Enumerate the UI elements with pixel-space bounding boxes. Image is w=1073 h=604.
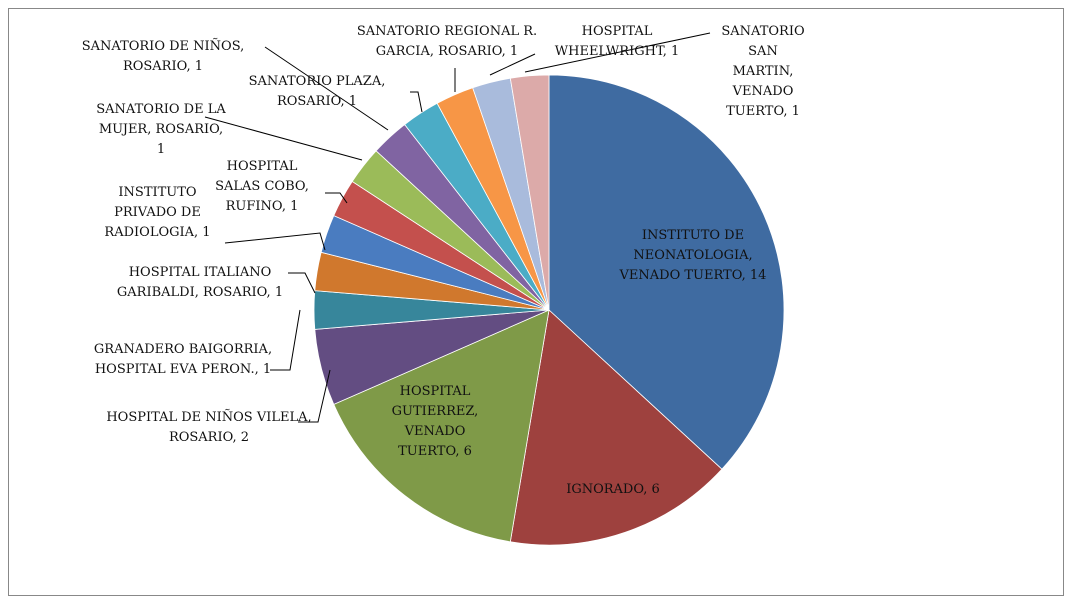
category-name: HOSPITAL ITALIANO GARIBALDI, ROSARIO <box>116 265 272 300</box>
data-label: HOSPITAL WHEELWRIGHT, 1 <box>547 22 687 62</box>
data-label: HOSPITAL GUTIERREZ, VENADO TUERTO, 6 <box>375 382 495 462</box>
value-label: 1 <box>156 142 166 157</box>
data-label: SANATORIO DE NIÑOS, ROSARIO, 1 <box>63 37 263 77</box>
data-label: SANATORIO REGIONAL R. GARCIA, ROSARIO, 1 <box>347 22 547 62</box>
data-label: HOSPITAL SALAS COBO, RUFINO, 1 <box>207 157 317 217</box>
label-separator: , <box>254 362 263 377</box>
data-label: GRANADERO BAIGORRIA, HOSPITAL EVA PERON.… <box>83 340 283 380</box>
label-separator: , <box>194 225 203 240</box>
label-separator: , <box>281 199 291 214</box>
category-name: HOSPITAL WHEELWRIGHT <box>554 24 663 59</box>
value-label: 1 <box>194 59 204 74</box>
value-label: 1 <box>791 104 800 119</box>
leader-line <box>204 116 363 161</box>
leader-line <box>524 32 711 73</box>
data-label: HOSPITAL ITALIANO GARIBALDI, ROSARIO, 1 <box>100 263 300 303</box>
label-separator: , <box>783 104 792 119</box>
leader-line <box>288 272 316 294</box>
pie-slice <box>333 309 550 543</box>
label-separator: , <box>501 44 510 59</box>
category-name: INSTITUTO DE NEONATOLOGIA, VENADO TUERTO <box>619 228 753 283</box>
category-name: INSTITUTO PRIVADO DE RADIOLOGIA <box>104 185 201 240</box>
label-separator: , <box>340 94 349 109</box>
data-label: SANATORIO PLAZA, ROSARIO, 1 <box>227 72 407 112</box>
value-label: 1 <box>202 225 211 240</box>
pie-slice <box>509 74 550 311</box>
category-name: SANATORIO SAN MARTIN, VENADO TUERTO <box>721 24 805 119</box>
category-name: SANATORIO REGIONAL R. GARCIA, ROSARIO <box>356 24 538 59</box>
label-separator: , <box>662 44 671 59</box>
data-label: INSTITUTO PRIVADO DE RADIOLOGIA, 1 <box>90 183 225 243</box>
leader-line <box>298 369 331 423</box>
leader-line <box>489 53 536 76</box>
category-name: SANATORIO PLAZA, ROSARIO <box>248 74 386 109</box>
value-label: 1 <box>290 199 299 214</box>
value-label: 1 <box>262 362 272 377</box>
value-label: 1 <box>274 285 284 300</box>
category-name: IGNORADO <box>566 482 644 497</box>
label-separator: , <box>266 285 275 300</box>
label-separator: , <box>643 482 652 497</box>
value-label: 2 <box>240 430 250 445</box>
value-label: 6 <box>651 482 660 497</box>
category-name: HOSPITAL SALAS COBO, RUFINO <box>215 159 309 214</box>
data-label: SANATORIO SAN MARTIN, VENADO TUERTO, 1 <box>717 22 809 122</box>
category-name: HOSPITAL GUTIERREZ, VENADO TUERTO <box>391 384 479 459</box>
pie-slice <box>509 309 723 546</box>
data-label: IGNORADO, 6 <box>543 480 683 500</box>
leader-line <box>224 232 326 251</box>
value-label: 1 <box>348 94 358 109</box>
leader-line <box>270 309 301 371</box>
category-name: GRANADERO BAIGORRIA, HOSPITAL EVA PERON. <box>93 342 273 377</box>
category-name: HOSPITAL DE NIÑOS VILELA, ROSARIO <box>106 410 312 445</box>
data-label: INSTITUTO DE NEONATOLOGIA, VENADO TUERTO… <box>608 226 778 286</box>
category-name: SANATORIO DE LA MUJER, ROSARIO <box>96 102 226 137</box>
value-label: 6 <box>463 444 472 459</box>
label-separator: , <box>232 430 241 445</box>
leader-line <box>264 46 389 131</box>
value-label: 1 <box>670 44 680 59</box>
label-separator: , <box>186 59 195 74</box>
category-name: SANATORIO DE NIÑOS, ROSARIO <box>81 39 245 74</box>
leader-line <box>410 91 423 113</box>
leader-line <box>325 192 348 204</box>
label-separator: , <box>741 268 750 283</box>
data-label: HOSPITAL DE NIÑOS VILELA, ROSARIO, 2 <box>104 408 314 448</box>
label-separator: , <box>219 122 224 137</box>
pie-slice <box>548 74 785 470</box>
label-separator: , <box>455 444 464 459</box>
value-label: 14 <box>749 268 767 283</box>
value-label: 1 <box>509 44 519 59</box>
data-label: SANATORIO DE LA MUJER, ROSARIO, 1 <box>96 100 226 160</box>
